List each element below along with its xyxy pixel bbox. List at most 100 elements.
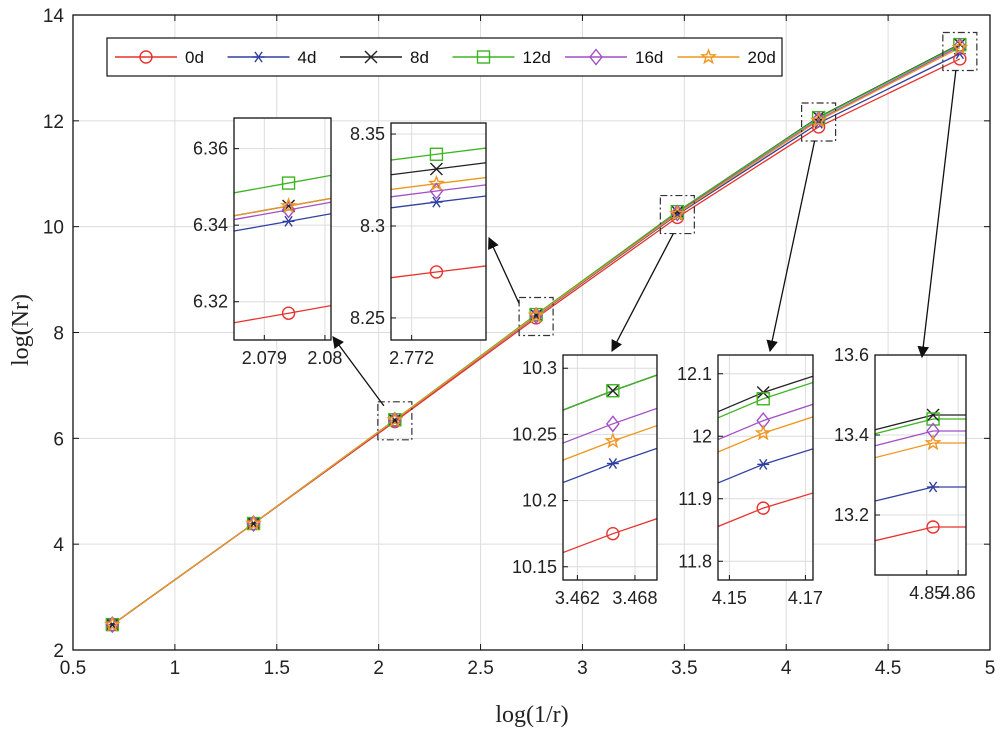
- x-tick-label: 4: [781, 658, 792, 679]
- inset-data-point-20d: [280, 197, 298, 214]
- inset-data-point-0d: [606, 526, 620, 541]
- data-point-20d: [810, 111, 828, 128]
- legend-label-8d: 8d: [410, 48, 429, 67]
- inset-data-point-0d: [429, 265, 444, 279]
- inset-data-point-20d-shape: [604, 432, 622, 449]
- inset-y-tick-label: 8.35: [350, 124, 385, 144]
- legend-marker-20d-shape: [700, 48, 717, 65]
- data-point-16d: [670, 204, 685, 222]
- legend-marker-0d-shape: [139, 50, 153, 64]
- inset-data-point-0d: [926, 520, 940, 534]
- inset-data-point-0d-shape: [429, 265, 444, 279]
- inset-data-point-0d: [281, 306, 296, 320]
- inset-data-point-4d: [927, 481, 940, 493]
- inset-data-point-16d-shape: [605, 415, 620, 433]
- inset-data-point-20d: [924, 434, 942, 451]
- inset-plot-area: [875, 408, 966, 542]
- inset-data-point-20d-shape: [280, 197, 298, 214]
- inset-series-line-12d: [718, 381, 813, 419]
- inset-plot-area: [718, 375, 813, 528]
- y-tick-label: 10: [43, 218, 64, 239]
- inset-series-line-16d: [875, 430, 966, 447]
- inset-data-point-20d-shape: [427, 174, 445, 191]
- inset-data-point-0d-shape: [756, 501, 770, 515]
- legend-marker-4d: [252, 51, 265, 63]
- inset-data-point-4d-stroke: [608, 458, 618, 470]
- y-tick-label: 14: [43, 6, 65, 27]
- data-point-20d: [245, 514, 263, 531]
- zoom-arrow: [611, 233, 674, 353]
- data-point-20d-shape: [527, 306, 545, 323]
- data-point-20d-shape: [245, 514, 263, 531]
- inset-data-point-12d-shape: [429, 147, 444, 161]
- inset-data-point-12d: [926, 412, 940, 426]
- inset-y-tick-label: 12: [692, 426, 712, 446]
- inset-y-tick-label: 11.8: [678, 551, 712, 571]
- data-point-20d: [103, 615, 121, 632]
- data-point-20d: [668, 204, 686, 221]
- inset-data-point-4d-stroke: [759, 458, 768, 470]
- zoom-inset: 4.854.86 13.2 13.4 13.6: [834, 345, 976, 603]
- zoom-arrow: [488, 236, 520, 304]
- inset-background: [391, 123, 486, 340]
- inset-y-tick-label: 6.34: [193, 215, 228, 235]
- inset-data-point-12d-shape: [926, 412, 940, 426]
- legend-marker-12d: [476, 50, 491, 64]
- inset-series-line-0d: [563, 518, 657, 554]
- data-point-16d-shape: [811, 110, 826, 129]
- legend-marker-16d: [589, 48, 603, 66]
- inset-background: [234, 118, 331, 340]
- inset-series-line-20d: [718, 416, 813, 453]
- legend-marker-4d-stroke: [254, 51, 263, 63]
- zoom-inset: 4.15 4.17 11.8 11.9 12 12.1: [677, 354, 823, 608]
- x-tick-label: 3.5: [671, 658, 697, 679]
- inset-y-tick-label: 8.25: [350, 308, 385, 328]
- data-point-20d: [386, 411, 404, 428]
- inset-y-tick-label: 10.25: [512, 424, 557, 444]
- inset-data-point-0d-shape: [281, 306, 296, 320]
- zoom-arrow: [917, 70, 957, 359]
- inset-data-point-4d: [757, 458, 770, 470]
- inset-x-tick-label: 3.462: [555, 588, 600, 608]
- zoom-box: [659, 194, 695, 235]
- zoom-box: [377, 401, 413, 441]
- x-tick-label: 1: [170, 658, 181, 679]
- inset-data-point-16d: [281, 201, 296, 219]
- inset-series-line-12d: [875, 418, 966, 435]
- inset-y-tick-label: 6.36: [193, 139, 228, 159]
- inset-y-tick-label: 12.1: [677, 364, 712, 384]
- inset-series-line-0d: [391, 265, 486, 279]
- inset-data-point-12d: [606, 384, 620, 398]
- legend-marker-8d: [364, 50, 378, 64]
- inset-frame: [390, 122, 487, 341]
- inset-x-tick-label: 4.85: [909, 583, 944, 603]
- data-point-20d-shape: [810, 111, 828, 128]
- data-point-0d: [811, 120, 826, 134]
- inset-series-line-16d: [391, 184, 486, 198]
- inset-series-line-0d: [718, 492, 813, 528]
- zoom-inset: 2.079 2.08 6.32 6.34 6.36: [193, 117, 342, 368]
- legend-label-12d: 12d: [523, 48, 551, 67]
- data-point-16d-shape: [670, 204, 685, 222]
- legend-marker-8d-stroke: [364, 50, 378, 64]
- inset-y-tick-label: 13.2: [834, 505, 869, 525]
- inset-data-point-0d: [756, 501, 770, 515]
- y-tick-label: 2: [53, 641, 64, 662]
- zoom-box: [518, 296, 554, 337]
- inset-x-tick-label: 4.86: [941, 583, 976, 603]
- inset-y-tick-label: 13.4: [834, 425, 869, 445]
- inset-data-point-4d: [282, 215, 295, 227]
- inset-data-point-8d: [606, 384, 620, 398]
- y-tick-label: 8: [53, 324, 64, 345]
- inset-data-point-8d-stroke: [606, 384, 620, 398]
- zoom-arrow: [332, 336, 385, 407]
- x-tick-label: 2: [373, 658, 384, 679]
- data-point-20d-shape: [386, 411, 404, 428]
- inset-series-line-0d: [875, 526, 966, 542]
- inset-y-tick-label: 8.3: [360, 216, 385, 236]
- inset-data-point-8d-stroke: [429, 162, 443, 176]
- inset-data-point-16d: [605, 415, 620, 433]
- inset-series-line-12d: [391, 147, 486, 161]
- x-axis-label: log(1/r): [495, 702, 568, 728]
- inset-x-tick-label: 4.17: [788, 588, 823, 608]
